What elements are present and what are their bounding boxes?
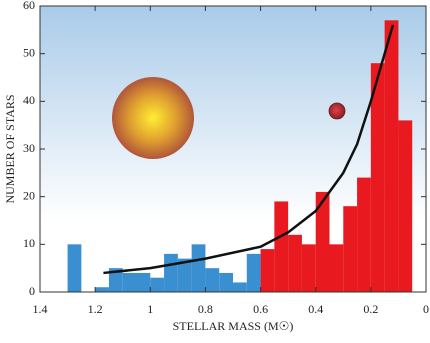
bar [398,120,413,293]
bar [136,272,151,292]
bar [219,272,233,292]
y-tick-label: 50 [23,45,35,59]
bar [164,253,178,292]
red-dwarf-icon [328,102,346,120]
y-tick-label: 0 [29,284,35,298]
y-tick-label: 10 [23,236,35,250]
y-tick-label: 30 [23,141,35,155]
x-tick-label: 1.2 [88,302,103,316]
bar [95,287,109,292]
bar [343,206,358,292]
x-tick-label: 0 [423,302,429,316]
bar [122,272,137,292]
bar [274,201,289,292]
bar [67,244,82,292]
y-tick-label: 20 [23,188,35,202]
x-tick-label: 0.4 [308,302,323,316]
bar [108,268,123,292]
bar [191,244,206,292]
bar [370,63,385,293]
bar [205,268,220,292]
sun-icon [112,77,194,159]
bar [301,244,316,292]
x-tick-label: 1 [147,302,153,316]
y-axis-label: NUMBER OF STARS [3,94,17,203]
bar [233,282,247,292]
y-tick-label: 40 [23,93,35,107]
bar [329,244,344,292]
bar [357,177,371,292]
fit-curve [103,24,395,275]
bar [384,20,399,293]
bar [150,277,165,292]
y-tick-label: 60 [23,0,35,12]
x-tick-label: 0.2 [363,302,378,316]
bar [260,249,275,292]
bar [288,234,302,292]
marks [67,20,413,293]
x-tick-label: 0.6 [253,302,268,316]
bar [246,253,261,292]
x-axis-label: STELLAR MASS (M☉) [173,319,294,333]
bar [315,191,330,292]
x-tick-label: 0.8 [198,302,213,316]
bar [177,258,192,292]
x-tick-label: 1.4 [33,302,48,316]
